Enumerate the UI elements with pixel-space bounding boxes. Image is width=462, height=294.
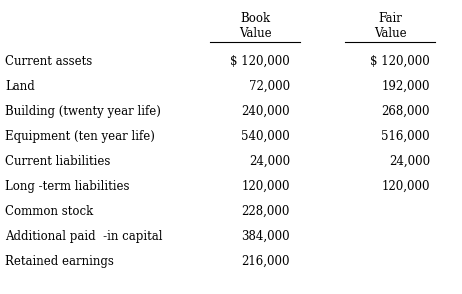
Text: 72,000: 72,000 [249,80,290,93]
Text: $ 120,000: $ 120,000 [370,55,430,68]
Text: Fair: Fair [378,12,402,25]
Text: 516,000: 516,000 [381,130,430,143]
Text: 240,000: 240,000 [241,105,290,118]
Text: $ 120,000: $ 120,000 [230,55,290,68]
Text: Value: Value [374,27,406,40]
Text: 216,000: 216,000 [242,255,290,268]
Text: 540,000: 540,000 [241,130,290,143]
Text: Land: Land [5,80,35,93]
Text: 384,000: 384,000 [241,230,290,243]
Text: Current liabilities: Current liabilities [5,155,110,168]
Text: Additional paid  -in capital: Additional paid -in capital [5,230,163,243]
Text: 24,000: 24,000 [389,155,430,168]
Text: Long -term liabilities: Long -term liabilities [5,180,129,193]
Text: 24,000: 24,000 [249,155,290,168]
Text: 268,000: 268,000 [382,105,430,118]
Text: Current assets: Current assets [5,55,92,68]
Text: Equipment (ten year life): Equipment (ten year life) [5,130,155,143]
Text: Building (twenty year life): Building (twenty year life) [5,105,161,118]
Text: 192,000: 192,000 [382,80,430,93]
Text: Book: Book [240,12,270,25]
Text: Value: Value [239,27,271,40]
Text: Common stock: Common stock [5,205,93,218]
Text: 120,000: 120,000 [242,180,290,193]
Text: Retained earnings: Retained earnings [5,255,114,268]
Text: 228,000: 228,000 [242,205,290,218]
Text: 120,000: 120,000 [382,180,430,193]
